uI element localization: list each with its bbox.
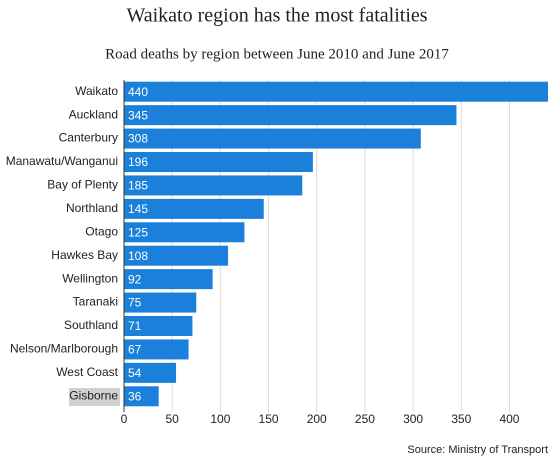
x-tick-label: 150 [259,412,279,426]
x-tick-label: 0 [121,412,128,426]
bar [124,198,264,219]
value-label: 125 [128,225,148,239]
value-label: 54 [128,366,142,380]
bar [124,81,548,102]
y-tick-label: Canterbury [59,131,118,145]
bar [124,269,213,290]
value-label: 92 [128,272,142,286]
value-label: 145 [128,202,148,216]
value-label: 36 [128,389,142,403]
bar [124,222,245,243]
bar [124,152,313,172]
y-tick-label: Gisborne [69,388,118,402]
bar [124,339,189,360]
x-tick-label: 400 [499,412,519,426]
bar [124,362,177,383]
bar [124,128,421,149]
bar [124,175,303,196]
x-tick-label: 250 [355,412,375,426]
y-tick-label: Hawkes Bay [51,248,118,262]
source-note: Source: Ministry of Transport [407,444,548,456]
y-tick-label: Otago [85,224,118,238]
y-tick-label: Nelson/Marlborough [10,342,118,356]
label-highlight [69,388,120,406]
chart-title: Waikato region has the most fatalities [126,5,427,27]
value-label: 71 [128,319,142,333]
chart-subtitle: Road deaths by region between June 2010 … [105,46,449,62]
x-tick-label: 50 [166,412,180,426]
y-tick-label: Waikato [75,84,118,98]
y-tick-label: Bay of Plenty [47,178,118,192]
x-tick-label: 100 [210,412,230,426]
bar [124,316,193,336]
value-label: 440 [128,85,148,99]
bar [124,245,229,266]
x-tick-label: 200 [307,412,327,426]
value-label: 67 [128,343,142,357]
bar [124,386,159,407]
y-tick-label: Manawatu/Wanganui [6,154,118,168]
bar [124,105,457,126]
y-tick-label: Auckland [69,107,118,121]
x-tick-label: 300 [403,412,423,426]
y-tick-label: Northland [66,201,118,215]
y-tick-label: Southland [64,318,118,332]
value-label: 75 [128,296,142,310]
value-label: 185 [128,179,148,193]
value-label: 345 [128,108,148,122]
value-label: 108 [128,249,148,263]
x-tick-label: 350 [451,412,471,426]
y-tick-label: Taranaki [73,295,118,309]
y-tick-label: Wellington [62,271,118,285]
bar [124,292,197,313]
value-label: 196 [128,155,148,169]
value-label: 308 [128,132,148,146]
y-tick-label: West Coast [56,365,118,379]
